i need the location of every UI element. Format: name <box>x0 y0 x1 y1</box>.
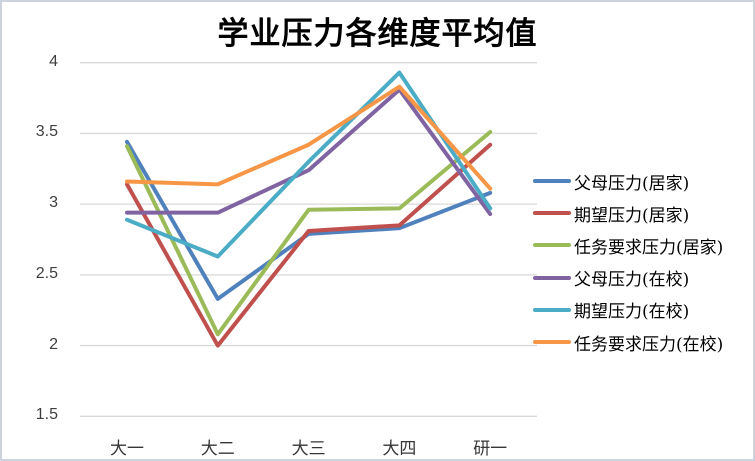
chart-title: 学业压力各维度平均值 <box>217 16 538 52</box>
y-tick-label: 1.5 <box>35 406 58 424</box>
x-tick-label: 大四 <box>382 439 417 459</box>
x-tick-label: 大三 <box>291 439 326 459</box>
y-tick-label: 3 <box>49 194 58 212</box>
y-tick-label: 3.5 <box>35 123 58 141</box>
x-tick-label: 大二 <box>200 439 235 459</box>
y-tick-label: 4 <box>49 52 58 70</box>
series-line-3 <box>125 87 493 217</box>
y-tick-label: 2.5 <box>35 264 58 282</box>
series-line-4 <box>125 70 493 259</box>
series-line-1 <box>125 142 493 348</box>
y-tick-label: 2 <box>49 335 58 353</box>
series-line-5 <box>125 84 493 191</box>
x-tick-label: 大一 <box>110 439 144 459</box>
x-tick-label: 研一 <box>473 439 508 459</box>
series-line-2 <box>125 130 493 337</box>
